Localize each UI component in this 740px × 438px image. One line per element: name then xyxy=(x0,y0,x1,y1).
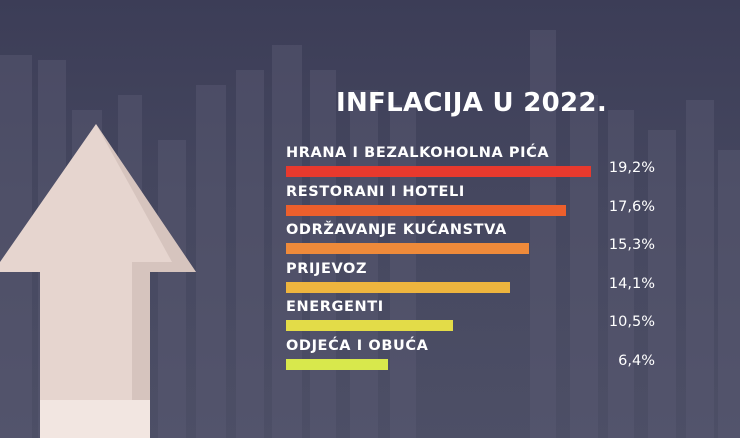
category-label: RESTORANI I HOTELI xyxy=(286,183,465,200)
background-column xyxy=(236,70,264,438)
category-label: ENERGENTI xyxy=(286,299,384,315)
value-label: 19,2% xyxy=(608,160,655,176)
bar xyxy=(286,358,388,370)
background-column xyxy=(158,140,186,438)
bar xyxy=(286,281,511,293)
background-column xyxy=(390,105,416,438)
up-arrow-icon xyxy=(0,124,196,438)
background-column xyxy=(530,30,556,438)
background-column xyxy=(608,110,634,438)
value-label: 17,6% xyxy=(608,198,655,215)
value-label: 10,5% xyxy=(608,314,655,330)
background-column xyxy=(196,85,226,438)
category-label: ODRŽAVANJE KUĆANSTVA xyxy=(286,222,507,238)
value-label: 15,3% xyxy=(608,237,655,253)
bar xyxy=(286,320,453,331)
bar xyxy=(286,243,530,254)
chart-title: INFLACIJA U 2022. xyxy=(336,88,607,118)
background-column xyxy=(648,130,676,438)
background-columns xyxy=(0,30,740,438)
value-label: 14,1% xyxy=(608,275,655,292)
bar xyxy=(286,166,592,177)
bar xyxy=(286,204,566,216)
background-column xyxy=(350,90,378,438)
value-label: 6,4% xyxy=(618,352,655,369)
category-label: PRIJEVOZ xyxy=(286,260,368,277)
category-label: ODJEĆA I OBUĆA xyxy=(286,337,429,354)
category-label: HRANA I BEZALKOHOLNA PIĆA xyxy=(286,145,550,161)
background-column xyxy=(686,100,714,438)
background-column xyxy=(570,95,598,438)
background-column xyxy=(310,70,336,438)
background-column xyxy=(272,45,302,438)
background-column xyxy=(718,150,740,438)
